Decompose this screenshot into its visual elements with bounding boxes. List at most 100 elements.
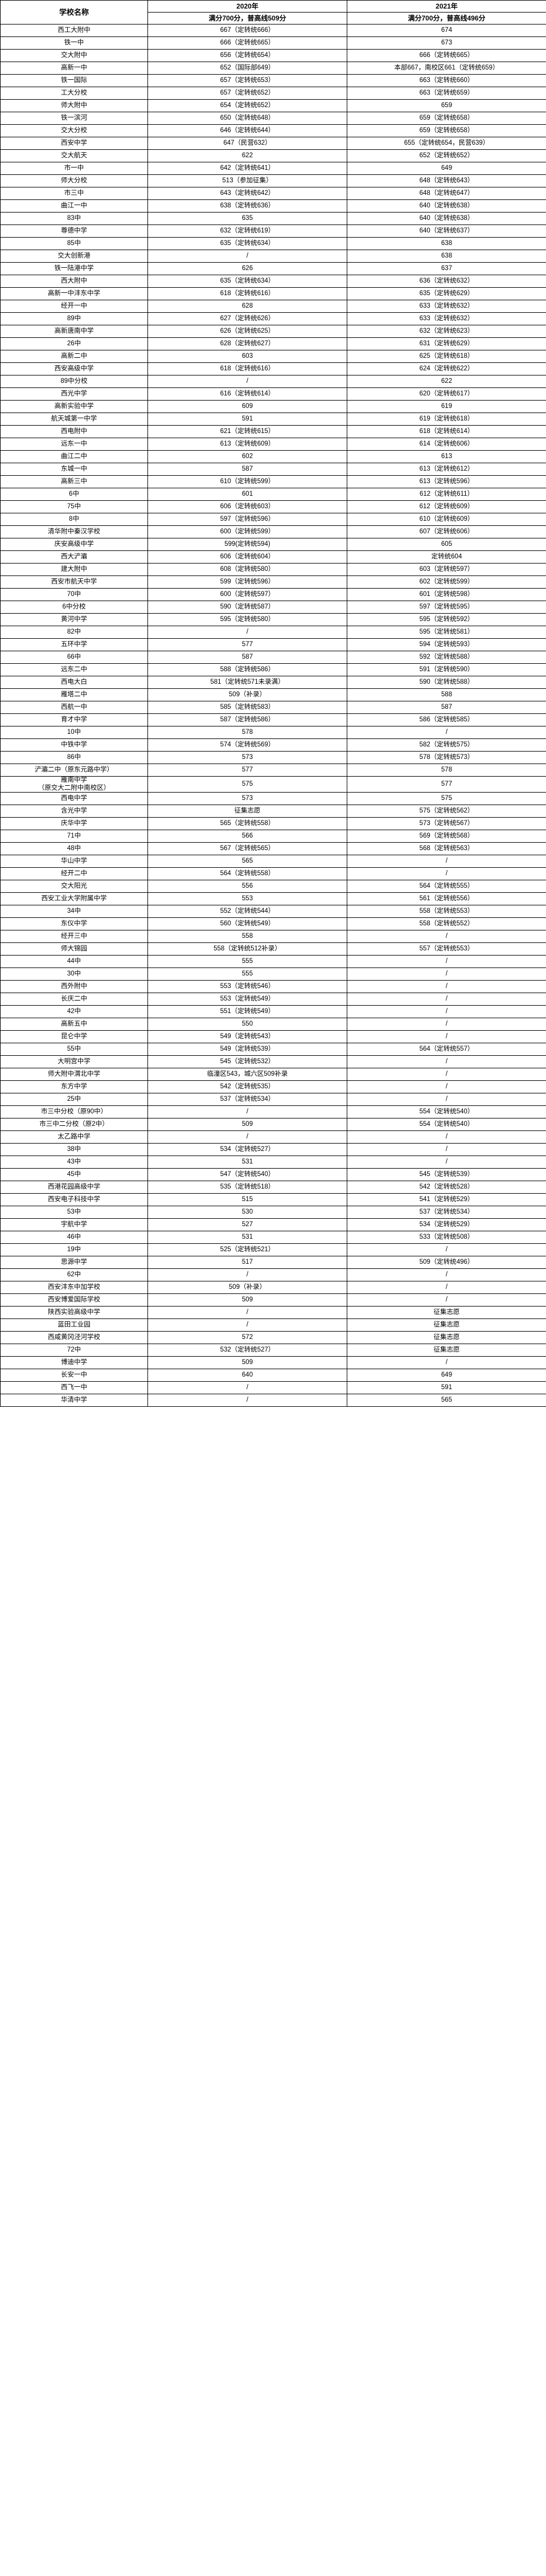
score-2020-cell: 609 — [147, 400, 347, 413]
score-2021-cell: 597（定转统595） — [347, 601, 546, 614]
score-2020-cell: 652（国际部649） — [147, 62, 347, 75]
score-2020-cell: 531 — [147, 1156, 347, 1169]
score-2020-cell: 558 — [147, 930, 347, 944]
score-2021-cell: 655（定转统654，民营639） — [347, 137, 546, 150]
table-row: 经开二中 564（定转统558） / — [0, 867, 546, 881]
score-2021-cell: 659 — [347, 99, 546, 112]
score-2021-cell: / — [347, 726, 546, 739]
table-row: 25中 537（定转统534） / — [0, 1093, 546, 1107]
school-name-cell: 经开三中 — [0, 930, 148, 944]
table-row: 6中 601 612（定转统611） — [0, 488, 546, 501]
score-2021-cell: / — [347, 1030, 546, 1044]
table-row: 10中 578/ — [0, 726, 546, 739]
table-row: 西安市航天中学 599（定转统596） 602（定转统599） — [0, 575, 546, 589]
school-name-cell: 五环中学 — [0, 638, 148, 651]
school-name-cell: 71中 — [0, 830, 148, 843]
table-row: 西安沣东中加学校 509（补录） / — [0, 1281, 546, 1295]
table-row: 华山中学 565/ — [0, 855, 546, 868]
score-2020-cell: 600（定转统597） — [147, 588, 347, 601]
school-name-cell: 博迪中学 — [0, 1356, 148, 1370]
score-2021-cell: 648（定转统647） — [347, 187, 546, 200]
school-name-cell: 铁一中 — [0, 36, 148, 50]
school-name-cell: 师大锦园 — [0, 942, 148, 956]
score-2021-cell: 573（定转统567） — [347, 817, 546, 831]
school-name-cell: 西外附中 — [0, 980, 148, 994]
score-2021-cell: 587 — [347, 701, 546, 714]
table-row: 市三中分校（原90中）/554（定转统540） — [0, 1105, 546, 1119]
score-2021-cell: 577 — [347, 775, 546, 793]
table-row: 铁一国际 657（定转统653） 663（定转统660） — [0, 74, 546, 87]
score-2020-cell: 622 — [147, 149, 347, 162]
score-2020-cell: 587 — [147, 651, 347, 664]
header-year-2020: 2020年 — [147, 0, 347, 13]
school-name-cell: 思源中学 — [0, 1256, 148, 1269]
score-2021-cell: 638 — [347, 250, 546, 263]
table-row: 53中 530 537（定转统534） — [0, 1206, 546, 1219]
score-2021-cell: / — [347, 1093, 546, 1107]
score-2020-cell: 647（民营632） — [147, 137, 347, 150]
school-name-cell: 西安高级中学 — [0, 362, 148, 375]
score-2020-cell: 635（定转统634） — [147, 275, 347, 288]
school-name-cell: 48中 — [0, 842, 148, 856]
score-2021-cell: 582（定转统575） — [347, 738, 546, 752]
score-2020-cell: 535（定转统518） — [147, 1181, 347, 1194]
table-row: 西电大白 581（定转统571未录满） 590（定转统588） — [0, 676, 546, 689]
score-2021-cell: 558（定转统552） — [347, 917, 546, 931]
score-2021-cell: 533（定转统508） — [347, 1231, 546, 1244]
school-name-cell: 西航一中 — [0, 701, 148, 714]
school-name-cell: 育才中学 — [0, 713, 148, 726]
score-2020-cell: 581（定转统571未录满） — [147, 676, 347, 689]
score-2021-cell: 607（定转统606） — [347, 525, 546, 538]
score-2020-cell: 600（定转统599） — [147, 525, 347, 538]
table-row: 西飞一中/591 — [0, 1381, 546, 1395]
score-2021-cell: / — [347, 1268, 546, 1282]
school-name-cell: 高新一中 — [0, 62, 148, 75]
school-name-cell: 44中 — [0, 955, 148, 969]
table-row: 育才中学 587（定转统586） 586（定转统585） — [0, 713, 546, 726]
school-name-cell: 高新唐南中学 — [0, 325, 148, 338]
score-2020-cell: 513（参加征集） — [147, 174, 347, 187]
score-2021-cell: 622 — [347, 375, 546, 388]
school-name-cell: 82中 — [0, 626, 148, 639]
school-name-cell: 市三中分校（原90中） — [0, 1105, 148, 1119]
score-2021-cell: 565 — [347, 1394, 546, 1407]
table-row: 清华附中秦汉学校 600（定转统599） 607（定转统606） — [0, 525, 546, 538]
score-2021-cell: / — [347, 967, 546, 981]
score-2021-cell: 595（定转统581） — [347, 626, 546, 639]
school-name-cell: 远东二中 — [0, 663, 148, 676]
table-row: 经开三中 558/ — [0, 930, 546, 944]
table-row: 太乙路中学 / / — [0, 1130, 546, 1144]
score-2020-cell: 618（定转统616） — [147, 287, 347, 300]
score-2020-cell: 551（定转统549） — [147, 1005, 347, 1019]
score-2021-cell: 509（定转统496） — [347, 1256, 546, 1269]
table-row: 含光中学 征集志愿 575（定转统562） — [0, 805, 546, 818]
score-2021-cell: / — [347, 1243, 546, 1257]
score-2021-cell: / — [347, 867, 546, 881]
table-row: 72中 532（定转统527） 征集志愿 — [0, 1344, 546, 1357]
score-2021-cell: 649 — [347, 162, 546, 175]
score-2020-cell: 599（定转统596） — [147, 575, 347, 589]
score-2021-cell: / — [347, 955, 546, 969]
score-2020-cell: / — [147, 1268, 347, 1282]
score-2021-cell: 558（定转统553） — [347, 905, 546, 918]
table-row: 交大航天 622 652（定转统652） — [0, 149, 546, 162]
table-row: 西工大附中 667（定转统666） 674 — [0, 24, 546, 37]
score-2020-cell: 628（定转统627） — [147, 337, 347, 350]
table-row: 五环中学 577 594（定转统593） — [0, 638, 546, 651]
table-row: 46中 531 533（定转统508） — [0, 1231, 546, 1244]
table-row: 市三中 643（定转统642） 648（定转统647） — [0, 187, 546, 200]
table-row: 宇航中学 527 534（定转统529） — [0, 1218, 546, 1232]
score-2020-cell: 553（定转统546） — [147, 980, 347, 994]
score-2021-cell: 612（定转统611） — [347, 488, 546, 501]
table-row: 62中 / / — [0, 1268, 546, 1282]
score-2021-cell: 659（定转统658） — [347, 124, 546, 137]
school-name-cell: 东仪中学 — [0, 917, 148, 931]
score-2020-cell: 564（定转统558） — [147, 867, 347, 881]
score-2020-cell: 577 — [147, 638, 347, 651]
score-2021-cell: / — [347, 1130, 546, 1144]
school-name-cell: 西安电子科技中学 — [0, 1193, 148, 1207]
score-2020-cell: 531 — [147, 1231, 347, 1244]
score-2020-cell: 650（定转统648） — [147, 112, 347, 125]
header-sub-2021: 满分700分，普高线496分 — [347, 12, 546, 25]
school-name-cell: 交大分校 — [0, 124, 148, 137]
